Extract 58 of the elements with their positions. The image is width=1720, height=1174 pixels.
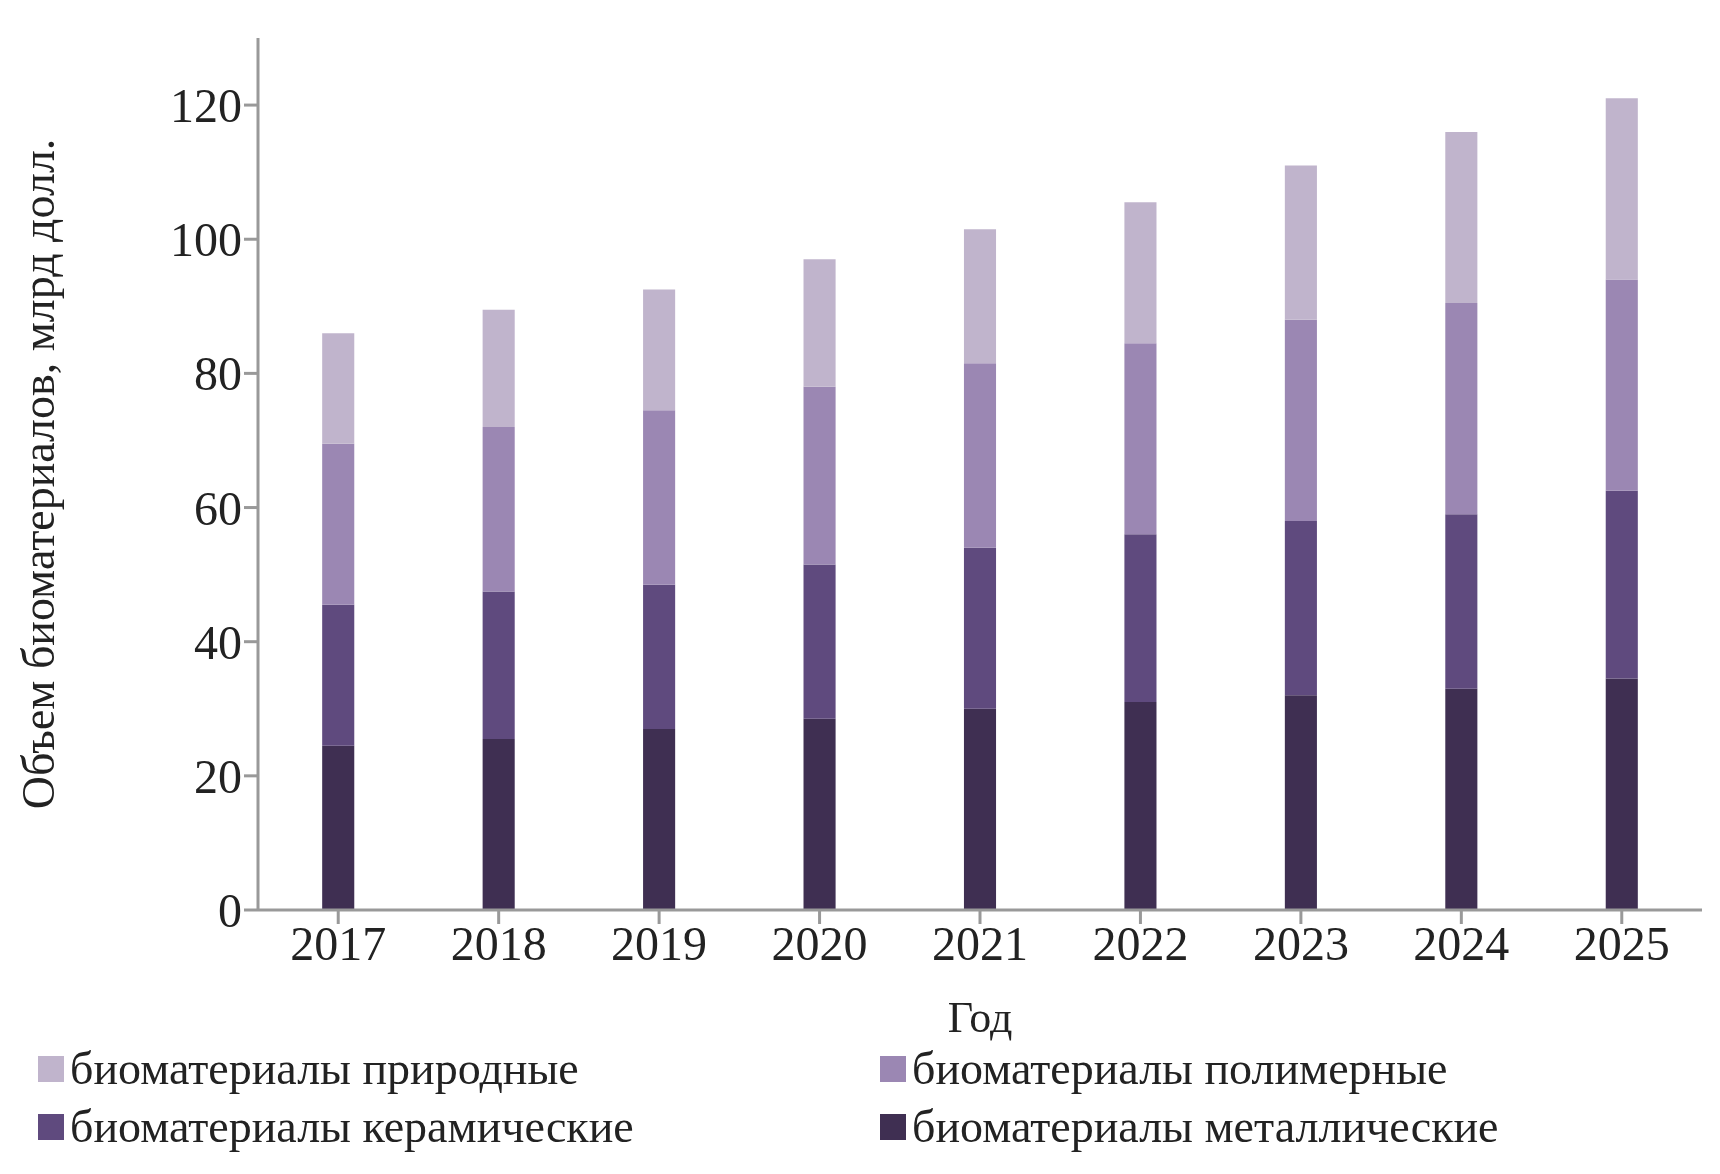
bar [1605,490,1638,679]
bar [1605,98,1638,280]
bar [482,309,515,428]
bar [643,410,676,585]
bar [1605,678,1638,910]
x-tick-label: 2019 [611,917,708,971]
bar [482,427,515,592]
x-tick-label: 2018 [450,917,547,971]
y-tick-label: 20 [194,749,242,803]
legend-label: биоматериалы полимерные [912,1043,1448,1094]
bar [1124,343,1157,535]
bar [322,745,355,910]
bar [1445,688,1478,910]
legend-label: биоматериалы металлические [911,1100,1500,1154]
bar [643,584,676,729]
y-axis-title: Объем биоматериалов, млрд долл. [13,138,65,810]
bar [963,229,997,364]
bar [322,604,355,746]
bar [1445,131,1478,303]
bar [1124,534,1157,703]
legend-label: биоматериалы керамические [69,1100,635,1154]
x-tick-label: 2021 [932,917,1028,971]
x-tick-label: 2020 [771,917,868,971]
x-tick-label: 2024 [1413,917,1510,971]
y-tick-label: 80 [194,347,242,401]
bar [803,259,836,387]
legend-label: биоматериалы природные [69,1042,580,1096]
bar [1605,279,1638,491]
bar [803,564,836,719]
bar [1124,202,1157,344]
bar [1445,302,1478,515]
bar [643,289,676,411]
y-tick-label: 60 [194,481,242,535]
bar [1284,520,1317,696]
x-tick-label: 2025 [1573,917,1670,971]
bar [482,591,515,739]
bar [1284,319,1317,521]
x-tick-label: 2022 [1092,917,1189,971]
y-tick-label: 40 [194,615,242,669]
y-tick-label: 0 [218,884,242,938]
bar [1124,702,1157,910]
bar [803,386,836,565]
bar [1284,695,1317,910]
x-axis-title: Год [947,993,1013,1042]
bar [322,333,355,444]
x-tick-label: 2017 [290,917,387,971]
bar [963,547,997,709]
bar [1284,165,1317,320]
bar [963,708,997,910]
y-tick-label: 120 [170,79,242,133]
x-tick-label: 2023 [1252,917,1349,971]
bar [1445,514,1478,689]
bar [482,738,515,910]
y-tick-label: 100 [170,213,242,267]
bar [643,728,676,910]
bar [322,443,355,605]
bar [803,718,836,910]
bar [963,363,997,548]
